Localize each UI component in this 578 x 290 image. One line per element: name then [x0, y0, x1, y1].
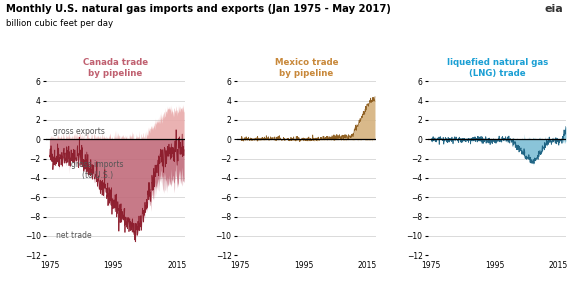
Text: Monthly U.S. natural gas imports and exports (Jan 1975 - May 2017): Monthly U.S. natural gas imports and exp…: [6, 4, 391, 14]
Text: net trade: net trade: [56, 231, 91, 240]
Text: gross imports
(to U.S.): gross imports (to U.S.): [71, 160, 123, 180]
Text: Canada trade
by pipeline: Canada trade by pipeline: [83, 58, 148, 78]
Text: liquefied natural gas
(LNG) trade: liquefied natural gas (LNG) trade: [447, 58, 548, 78]
Text: gross exports: gross exports: [53, 127, 105, 136]
Text: billion cubic feet per day: billion cubic feet per day: [6, 19, 113, 28]
Text: eia: eia: [545, 4, 564, 14]
Text: Mexico trade
by pipeline: Mexico trade by pipeline: [275, 58, 338, 78]
